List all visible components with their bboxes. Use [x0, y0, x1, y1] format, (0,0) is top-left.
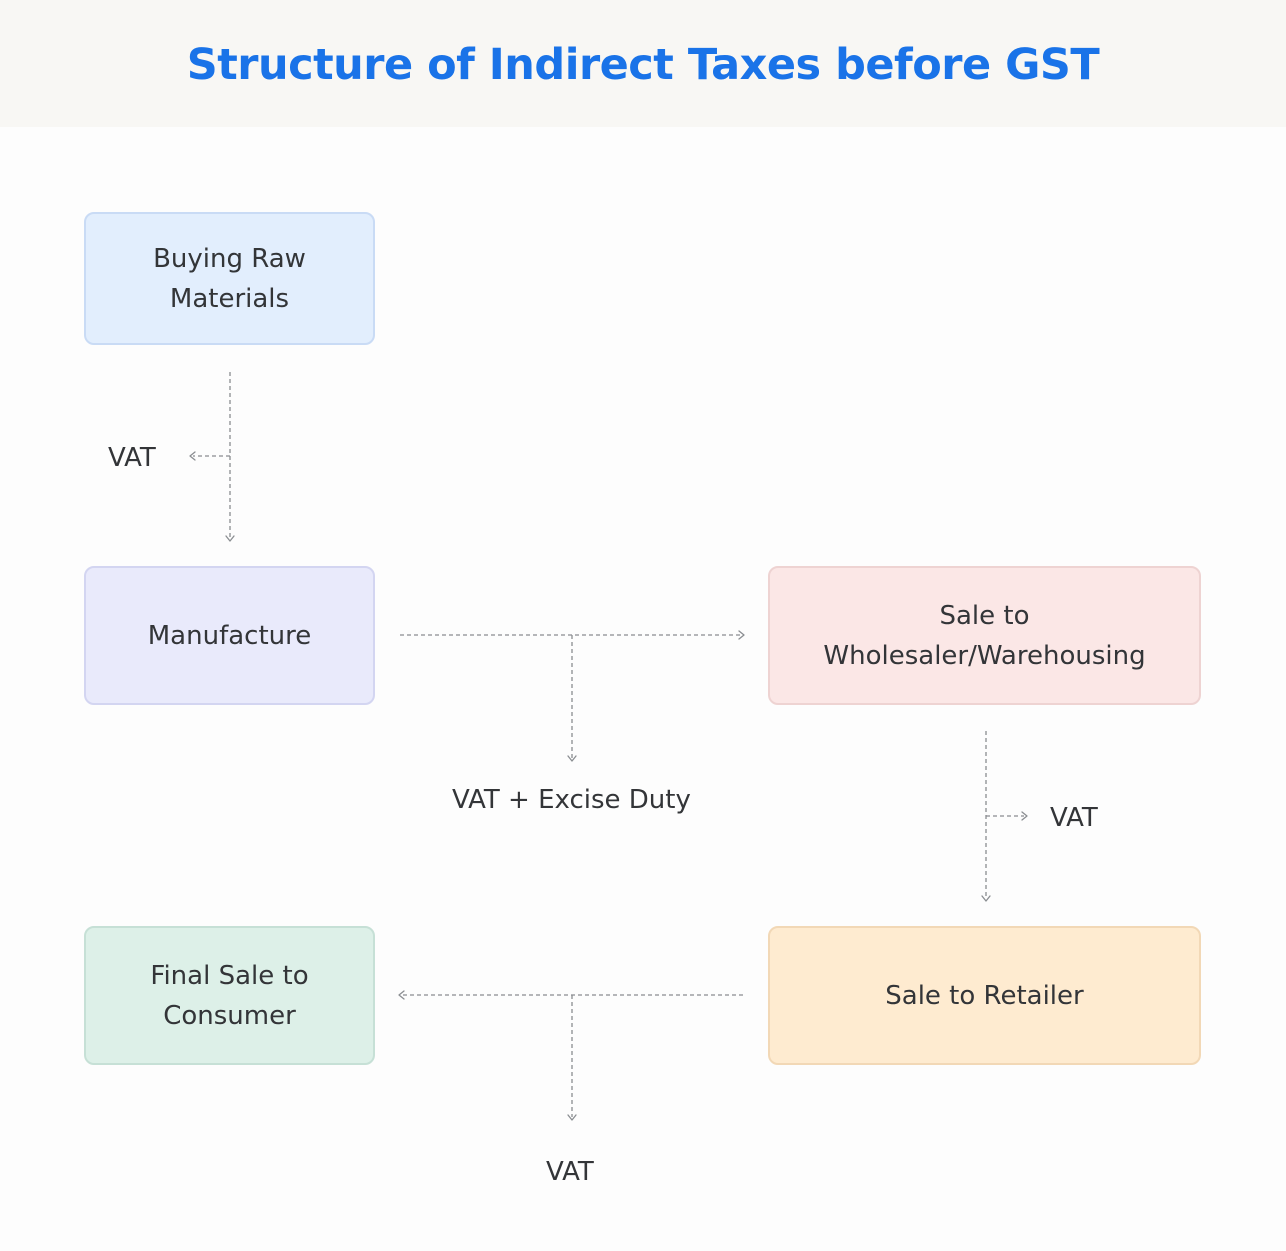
arrowhead-right-vat2: [1021, 811, 1028, 821]
arrowhead-down-manufacture: [225, 535, 235, 542]
connector-lines: [189, 372, 1028, 1121]
arrowhead-left-final: [398, 990, 405, 1000]
node-buying-raw-materials: Buying Raw Materials: [84, 212, 375, 345]
arrowhead-down-excise: [567, 755, 577, 762]
node-sale-to-retailer: Sale to Retailer: [768, 926, 1201, 1065]
header-banner: Structure of Indirect Taxes before GST: [0, 0, 1286, 127]
arrowhead-down-retailer: [981, 895, 991, 902]
node-manufacture: Manufacture: [84, 566, 375, 705]
tax-label-vat-raw: VAT: [108, 443, 156, 473]
diagram-title: Structure of Indirect Taxes before GST: [186, 39, 1100, 90]
arrowhead-left-vat1: [189, 451, 196, 461]
flow-diagram: Buying Raw Materials Manufacture Sale to…: [0, 127, 1286, 1251]
arrowhead-right-wholesale: [738, 630, 745, 640]
node-sale-to-wholesaler: Sale to Wholesaler/Warehousing: [768, 566, 1201, 705]
tax-label-vat-retail: VAT: [546, 1157, 594, 1187]
tax-label-vat-wholesale: VAT: [1050, 803, 1098, 833]
node-final-sale-to-consumer: Final Sale to Consumer: [84, 926, 375, 1065]
arrowhead-down-vat3: [567, 1114, 577, 1121]
tax-label-vat-excise: VAT + Excise Duty: [452, 785, 691, 815]
